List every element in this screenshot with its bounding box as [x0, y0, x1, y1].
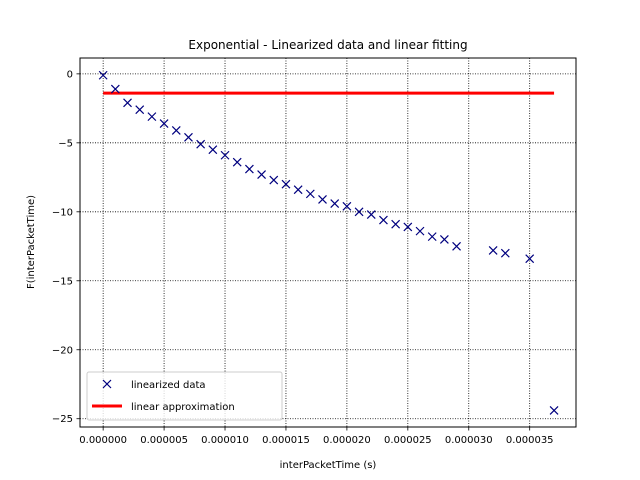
legend: linearized data linear approximation [86, 371, 283, 421]
data-point-marker [123, 98, 132, 108]
data-point-marker [159, 119, 169, 128]
data-point-marker [293, 185, 303, 195]
plot-data [98, 70, 559, 415]
data-point-marker [305, 189, 315, 199]
x-tick-label: 0.000000 [79, 435, 127, 446]
data-point-marker [269, 175, 279, 185]
data-point-marker [391, 219, 401, 229]
data-point-marker [525, 254, 535, 264]
y-tick-label: −15 [52, 276, 73, 287]
y-tick-label: −5 [58, 138, 73, 149]
axis-ticks: 0.000000 0.000005 0.000010 0.000015 0.000020… [52, 69, 554, 446]
data-point-marker [500, 248, 510, 258]
x-tick-label: 0.000035 [506, 435, 554, 446]
x-tick-label: 0.000005 [140, 435, 188, 446]
legend-label-linearized-data: linearized data [131, 380, 206, 391]
data-point-marker [196, 139, 206, 149]
data-point-marker [427, 232, 437, 242]
data-point-marker [135, 105, 145, 115]
data-point-marker [281, 179, 291, 189]
data-point-marker [257, 170, 267, 179]
y-axis-title: F(interPacketTime) [26, 195, 37, 289]
y-tick-label: −20 [52, 345, 73, 356]
data-point-marker [184, 132, 193, 142]
legend-marker-linearized-data [102, 379, 112, 389]
legend-label-linear-approximation: linear approximation [131, 402, 235, 413]
x-tick-label: 0.000015 [262, 435, 310, 446]
data-point-marker [147, 112, 157, 122]
data-point-marker [232, 157, 242, 167]
data-point-marker [403, 222, 413, 232]
x-tick-label: 0.000030 [445, 435, 493, 446]
data-point-marker [366, 210, 376, 219]
data-point-marker [220, 150, 230, 160]
data-point-marker [318, 194, 327, 204]
data-point-marker [549, 406, 559, 415]
chart-title: Exponential - Linearized data and linear… [188, 38, 467, 52]
data-point-marker [98, 70, 108, 80]
plot-frame [79, 57, 577, 428]
data-point-marker [488, 246, 498, 255]
x-tick-label: 0.000020 [323, 435, 371, 446]
data-point-marker [415, 226, 425, 236]
y-tick-label: −10 [52, 207, 73, 218]
y-tick-label: 0 [67, 69, 73, 80]
data-point-marker [171, 125, 181, 135]
data-point-marker [342, 201, 352, 211]
data-point-marker [110, 84, 120, 94]
x-tick-label: 0.000025 [384, 435, 432, 446]
data-point-marker [439, 234, 449, 244]
data-point-marker [244, 164, 254, 174]
y-tick-label: −25 [52, 414, 73, 425]
x-tick-label: 0.000010 [201, 435, 249, 446]
data-point-marker [452, 241, 461, 251]
grid [80, 58, 576, 427]
data-point-marker [379, 215, 388, 225]
legend-box [86, 371, 283, 421]
x-axis-title: interPacketTime (s) [280, 460, 377, 471]
data-point-marker [330, 199, 340, 208]
data-point-marker [354, 207, 364, 217]
data-point-marker [208, 145, 218, 155]
legend-x-marker [102, 379, 112, 389]
